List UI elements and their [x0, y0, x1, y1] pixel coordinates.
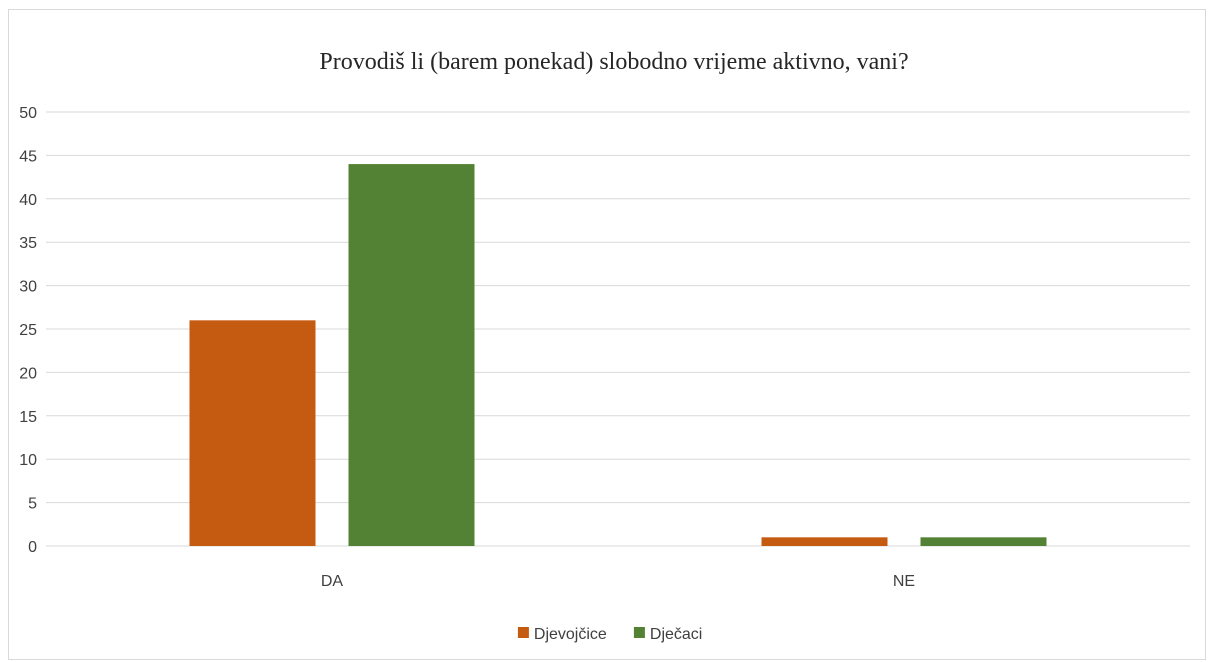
x-tick-label: NE [893, 573, 915, 590]
legend: Djevojčice Dječaci [517, 626, 702, 643]
legend-label: Dječaci [650, 626, 702, 643]
bar-da-1 [348, 164, 475, 546]
y-tick-label: 40 [19, 192, 37, 209]
y-tick-label: 15 [19, 409, 37, 426]
y-tick-label: 50 [19, 105, 37, 122]
y-tick-label: 5 [28, 496, 37, 513]
bar-da-0 [189, 320, 316, 546]
y-tick-label: 45 [19, 148, 37, 165]
y-tick-label: 20 [19, 365, 37, 382]
y-tick-label: 30 [19, 279, 37, 296]
legend-swatch [517, 627, 529, 638]
x-axis-tick-labels: DA NE [321, 573, 915, 590]
y-tick-label: 10 [19, 452, 37, 469]
bar-ne-0 [761, 537, 888, 546]
bar-ne-1 [920, 537, 1047, 546]
x-tick-label: DA [321, 573, 344, 590]
y-tick-label: 0 [28, 539, 37, 556]
chart-title: Provodiš li (barem ponekad) slobodno vri… [319, 49, 908, 75]
y-tick-label: 35 [19, 235, 37, 252]
legend-swatch [633, 627, 645, 638]
y-tick-label: 25 [19, 322, 37, 339]
bars [189, 164, 1047, 546]
legend-label: Djevojčice [534, 626, 607, 643]
y-axis-tick-labels: 0 5 10 15 20 25 30 35 40 45 50 [19, 105, 37, 556]
